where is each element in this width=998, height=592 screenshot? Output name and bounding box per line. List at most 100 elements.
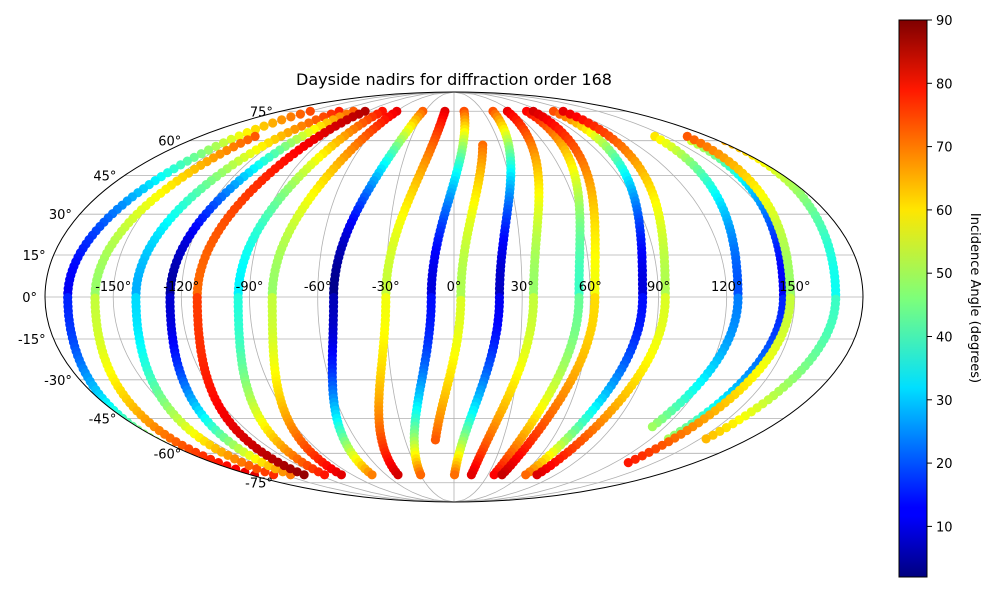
- nadir-point: [430, 435, 440, 445]
- nadir-point: [226, 134, 236, 144]
- latitude-tick-label: 60°: [158, 135, 181, 150]
- nadir-point: [182, 156, 192, 166]
- longitude-tick-label: 30°: [511, 280, 534, 295]
- nadir-point: [237, 457, 247, 467]
- nadir-point: [393, 470, 403, 480]
- nadir-point: [151, 436, 161, 446]
- meridian-line: [453, 92, 796, 502]
- colorbar-tick-label: 50: [936, 267, 953, 282]
- nadir-point: [558, 106, 568, 116]
- nadir-point: [184, 444, 194, 454]
- colorbar-tick-label: 40: [936, 331, 953, 346]
- meridian-line: [453, 92, 728, 502]
- nadir-point: [630, 454, 640, 464]
- latitude-tick-label: -15°: [18, 333, 46, 348]
- nadir-point: [242, 128, 252, 138]
- nadir-point: [466, 470, 476, 480]
- colorbar-ticks: 10 20 30 40 50 60 70 80 90: [927, 14, 953, 535]
- longitude-tick-label: 0°: [447, 280, 462, 295]
- nadir-point: [701, 434, 711, 444]
- nadir-point: [449, 470, 460, 480]
- nadir-point: [647, 422, 658, 432]
- nadir-point: [497, 470, 507, 480]
- nadir-point: [292, 467, 302, 477]
- latitude-tick-label: 30°: [49, 208, 72, 223]
- nadir-point: [277, 115, 287, 125]
- colorbar-tick-label: 90: [936, 14, 953, 29]
- meridian-line: [453, 92, 659, 502]
- nadir-point: [250, 124, 261, 134]
- nadir-point: [489, 470, 499, 480]
- longitude-tick-label: -120°: [163, 280, 199, 295]
- nadir-point: [229, 142, 239, 152]
- nadir-point: [196, 149, 206, 159]
- nadir-point: [637, 451, 647, 461]
- longitude-tick-labels: -150° -120° -90° -60° -30° 0° 30° 60° 90° 120° 150…: [95, 280, 810, 295]
- chart-title: Dayside nadirs for diffraction order 168: [296, 70, 612, 89]
- nadir-point: [304, 118, 314, 128]
- colorbar-tick-label: 30: [936, 394, 953, 409]
- nadir-point: [708, 430, 718, 440]
- nadir-point: [211, 141, 221, 151]
- nadir-point: [234, 131, 244, 141]
- nadir-point: [250, 131, 260, 141]
- meridian-line: [453, 92, 523, 502]
- latitude-tick-label: -60°: [154, 447, 182, 462]
- longitude-tick-label: -30°: [372, 280, 400, 295]
- nadir-point: [189, 152, 199, 162]
- colorbar-label: Incidence Angle (degrees): [967, 213, 982, 383]
- latitude-tick-label: 0°: [22, 291, 37, 306]
- colorbar-tick-label: 80: [936, 77, 953, 92]
- nadir-point: [295, 109, 305, 119]
- latitude-tick-labels: -75° -60° -45° -30° -15° 0° 15° 30° 45° 60° 75°: [18, 105, 273, 491]
- nadir-tracks: [63, 106, 841, 480]
- latitude-tick-label: -45°: [89, 412, 117, 427]
- nadir-point: [259, 121, 269, 131]
- colorbar-tick-label: 60: [936, 204, 953, 219]
- nadir-point: [252, 464, 262, 474]
- latitude-tick-label: -75°: [245, 477, 273, 492]
- nadir-point: [521, 470, 531, 480]
- nadir-point: [236, 138, 246, 148]
- nadir-point: [244, 460, 254, 471]
- nadir-point: [532, 470, 542, 480]
- latitude-tick-label: -30°: [44, 374, 72, 389]
- nadir-point: [230, 454, 240, 464]
- nadir-point: [682, 131, 692, 141]
- nadir-point: [286, 112, 296, 122]
- colorbar: 10 20 30 40 50 60 70 80 90 Incidence Angle (degr…: [898, 14, 982, 578]
- meridian-line: [249, 92, 455, 502]
- nadir-point: [319, 470, 330, 480]
- longitude-tick-label: 90°: [647, 280, 670, 295]
- longitude-tick-label: -150°: [95, 280, 131, 295]
- colorbar-tick-label: 10: [936, 520, 953, 535]
- nadir-point: [203, 145, 214, 155]
- nadir-point: [367, 470, 377, 480]
- map-boundary: [44, 91, 864, 503]
- nadir-point: [305, 106, 315, 116]
- meridian-line: [453, 92, 591, 502]
- colorbar-tick-label: 20: [936, 457, 953, 472]
- longitude-tick-label: 150°: [779, 280, 810, 295]
- nadir-point: [299, 470, 309, 480]
- longitude-tick-label: -90°: [236, 280, 264, 295]
- colorbar-tick-label: 70: [936, 141, 953, 156]
- longitude-tick-label: 120°: [711, 280, 742, 295]
- nadir-point: [735, 143, 745, 153]
- nadir-point: [218, 138, 229, 148]
- longitude-tick-label: 60°: [579, 280, 602, 295]
- nadir-point: [268, 118, 278, 128]
- nadir-point: [715, 426, 725, 436]
- nadir-point: [741, 146, 752, 156]
- colorbar-gradient: [898, 19, 928, 578]
- nadir-point: [623, 458, 633, 468]
- nadir-point: [416, 470, 426, 480]
- latitude-tick-label: 75°: [250, 105, 273, 120]
- latitude-tick-label: 45°: [93, 170, 116, 185]
- latitude-tick-label: 15°: [23, 249, 46, 264]
- longitude-tick-label: -60°: [304, 280, 332, 295]
- nadir-point: [336, 470, 346, 480]
- nadir-point: [243, 135, 253, 145]
- nadir-point: [297, 121, 307, 131]
